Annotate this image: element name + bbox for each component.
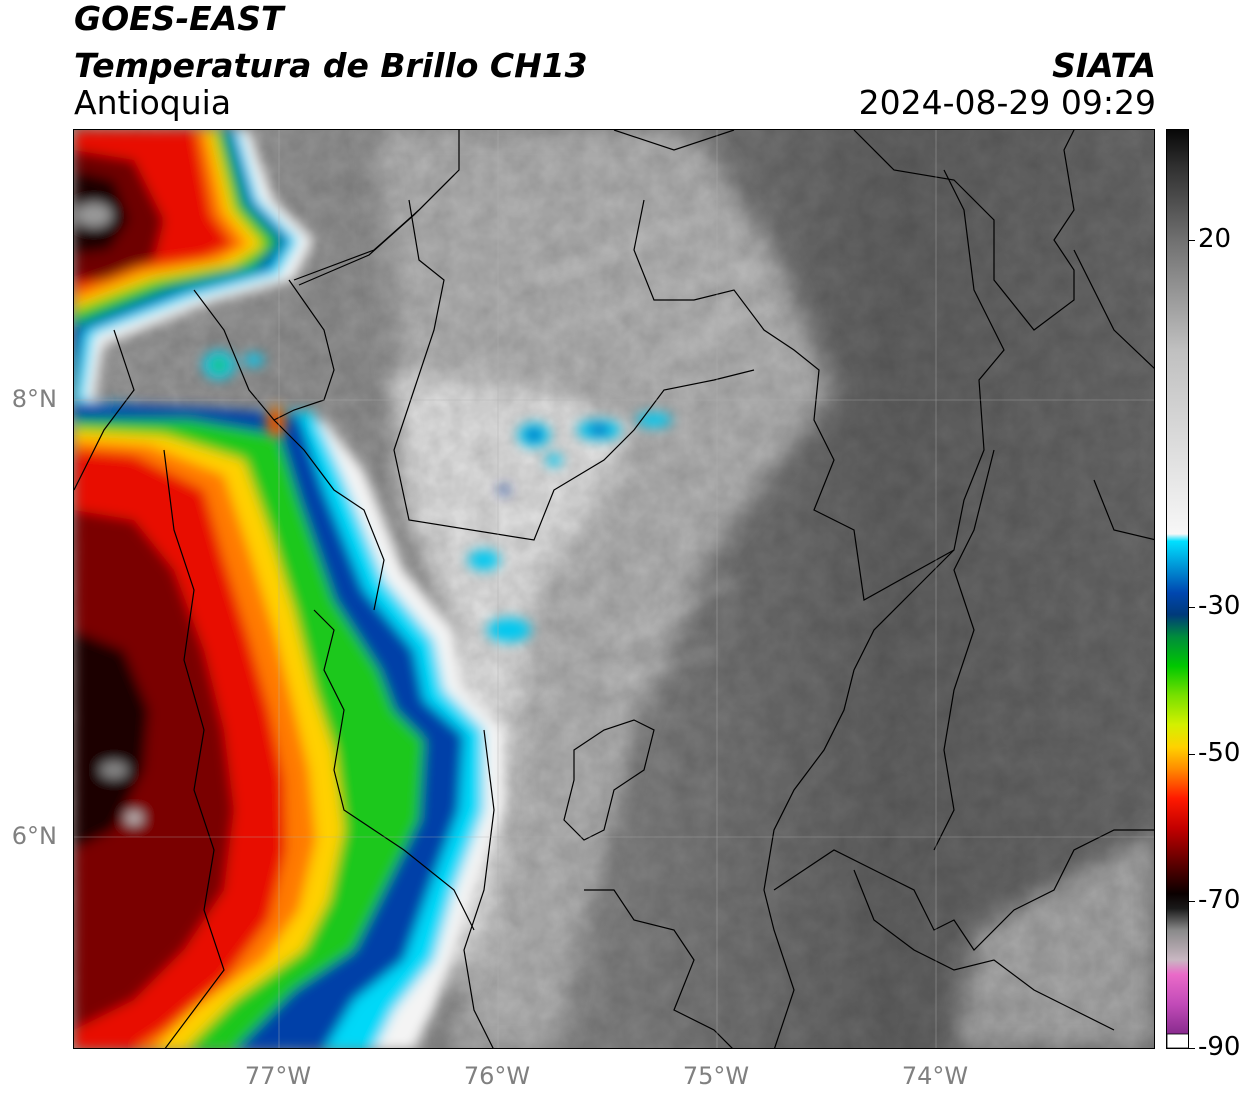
colorbar-tick-mark <box>1189 607 1195 609</box>
colorbar-fill <box>1167 130 1188 1048</box>
lat-tick-8n: 8°N <box>11 385 57 413</box>
cirrus-streak <box>523 208 715 282</box>
colorbar-tick-label: 20 <box>1198 224 1232 255</box>
brightness-temperature-field <box>74 130 1154 1048</box>
cloud-darkred-core-south <box>74 510 234 1030</box>
colorbar-gradient <box>1167 130 1188 1048</box>
border-antioquia-west <box>393 199 755 541</box>
colorbar-tick-label: -70 <box>1198 885 1241 916</box>
border-gulf-west <box>74 329 135 491</box>
cirrus-patch-13 <box>468 550 500 570</box>
cirrus-patch-5 <box>636 413 672 427</box>
border-east-north <box>853 130 1075 331</box>
border-chocó-east <box>313 609 475 931</box>
coastline-uraba <box>193 289 385 611</box>
cirrus-streak <box>603 648 715 692</box>
coastline-gulf <box>273 279 335 421</box>
cirrus-streaks <box>523 208 775 692</box>
organization-label: SIATA <box>1052 46 1156 85</box>
colorbar-tick-label: -50 <box>1198 738 1241 769</box>
colorbar <box>1166 129 1189 1049</box>
border-inner-municipal <box>563 719 655 841</box>
product-title: Temperatura de Brillo CH13 <box>74 46 588 85</box>
border-south-west <box>463 729 495 1048</box>
colorbar-tick-mark <box>1189 1048 1195 1049</box>
lon-tick-76w: 76°W <box>463 1062 531 1090</box>
colorbar-tick-label: -90 <box>1198 1032 1241 1062</box>
lon-tick-75w: 75°W <box>682 1062 750 1090</box>
cirrus-patch-2 <box>526 429 542 441</box>
satellite-title: GOES-EAST <box>74 0 284 38</box>
border-river-east <box>933 449 995 851</box>
border-east <box>613 130 735 151</box>
overshoot-top-north <box>76 203 112 227</box>
cirrus-patch-14 <box>487 618 531 642</box>
cirrus-patch-4 <box>589 425 609 435</box>
colorbar-tick-mark <box>1189 901 1195 903</box>
cirrus-patch-7 <box>499 486 509 494</box>
cirrus-streak <box>613 578 735 652</box>
border-antioquia-north <box>633 169 1005 601</box>
border-southeast <box>853 869 1115 1031</box>
border-east-river <box>1073 249 1154 369</box>
lat-tick-6n: 6°N <box>11 822 57 850</box>
colorbar-tick-mark <box>1189 240 1195 242</box>
colorbar-tick-label: -30 <box>1198 591 1241 622</box>
border-south-east <box>773 829 1154 951</box>
overshoot-top-south <box>100 762 128 778</box>
cirrus-patch-6 <box>546 454 562 466</box>
lon-tick-77w: 77°W <box>244 1062 312 1090</box>
cold-cloud-mass <box>74 130 504 1048</box>
cloud-black-core-south <box>74 630 149 850</box>
border-central <box>763 549 955 1048</box>
coastline-north-inner <box>298 174 455 286</box>
cirrus-streak <box>543 258 755 332</box>
overshoot-top-southeast <box>126 812 142 824</box>
border-south <box>584 889 733 1048</box>
lon-tick-74w: 74°W <box>901 1062 969 1090</box>
colorbar-under-cell <box>1167 1033 1188 1048</box>
cirrus-streak <box>682 239 766 361</box>
cirrus-streak <box>633 298 775 382</box>
satellite-map[interactable] <box>73 129 1155 1049</box>
graticule <box>74 130 1154 1048</box>
cirrus-patch-10 <box>244 354 264 366</box>
cirrus-patch-9 <box>211 358 227 372</box>
region-label: Antioquia <box>74 83 232 122</box>
colorbar-tick-mark <box>1189 754 1195 756</box>
political-borders <box>74 130 1154 1048</box>
border-chocó-coast <box>163 449 225 1048</box>
datetime-label: 2024-08-29 09:29 <box>858 83 1156 122</box>
border-east-far <box>1093 479 1154 541</box>
